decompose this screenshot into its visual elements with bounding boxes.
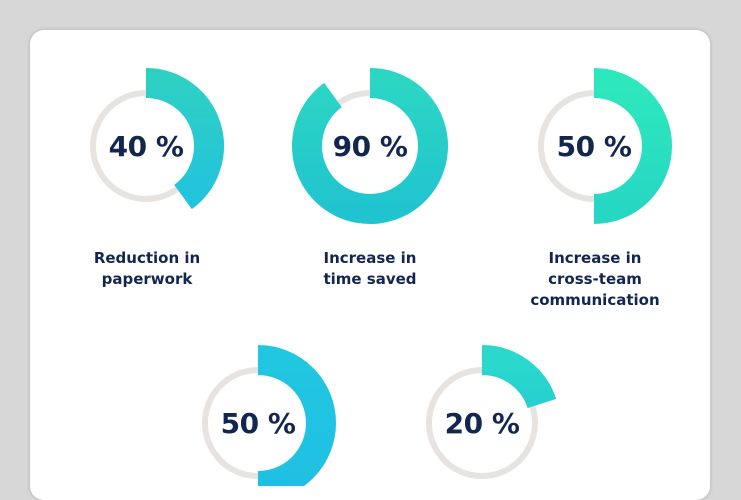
donut-4: 50 % <box>202 345 336 486</box>
caption-increase-in-time-saved: Increase in time saved <box>280 248 460 290</box>
donut-percent-label: 40 % <box>109 130 184 163</box>
donut-percent-label: 50 % <box>557 130 632 163</box>
caption-line: Reduction in <box>93 249 201 267</box>
caption-line: cross-team <box>548 270 642 288</box>
donut-value-arc <box>257 345 336 486</box>
donut-3: 50 % <box>538 68 672 224</box>
caption-line: paperwork <box>101 270 193 288</box>
donut-value-arc <box>292 68 448 224</box>
infographic-card <box>30 30 710 500</box>
donut-value-arc <box>145 68 224 210</box>
donut-value-arc <box>481 345 557 409</box>
donut-percent-label: 50 % <box>221 407 296 440</box>
caption-line: time saved <box>323 270 417 288</box>
donut-charts: 40 % 90 % 50 % 50 % 20 % <box>90 68 672 486</box>
donut-value-arc <box>593 68 672 224</box>
caption-reduction-in-paperwork: Reduction in paperwork <box>57 248 237 290</box>
caption-line: Increase in <box>323 249 417 267</box>
donut-percent-label: 20 % <box>445 407 520 440</box>
caption-increase-in-cross-team-communication: Increase in cross-team communication <box>505 248 685 311</box>
donut-1: 40 % <box>90 68 224 210</box>
donut-2: 90 % <box>292 68 448 224</box>
caption-line: communication <box>530 291 660 309</box>
donut-percent-label: 90 % <box>333 130 408 163</box>
donut-5: 20 % <box>426 345 557 479</box>
caption-line: Increase in <box>548 249 642 267</box>
